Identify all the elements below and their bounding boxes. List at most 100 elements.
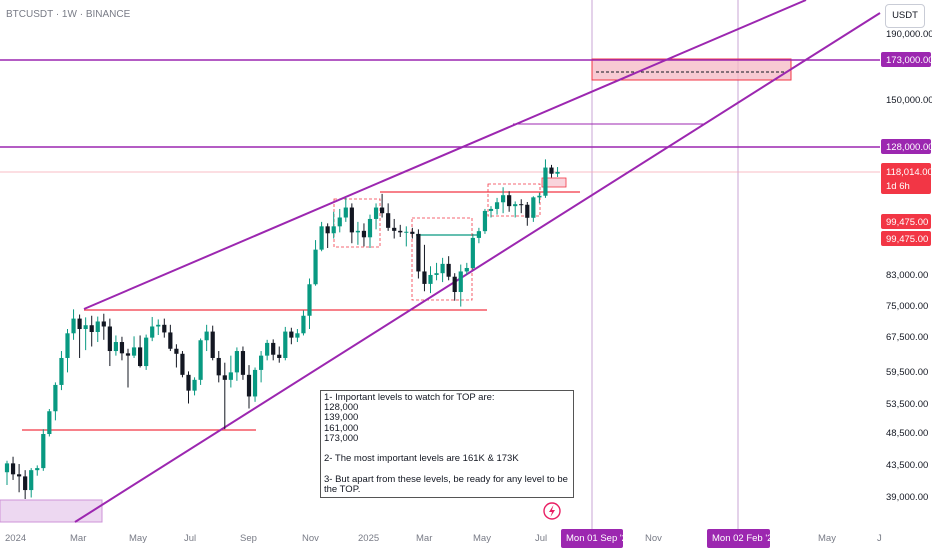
x-tick-label: May — [473, 533, 491, 544]
x-tick-label: Mar — [70, 533, 86, 544]
candle-body — [531, 197, 536, 218]
candle-body — [259, 355, 264, 370]
candle-body — [422, 271, 427, 284]
candle-body — [367, 218, 373, 238]
candle-body — [47, 411, 52, 435]
candle-body — [331, 226, 336, 234]
channel-lower-trendline — [74, 12, 881, 523]
candle-body — [513, 204, 518, 207]
badge-99475-a — [881, 214, 931, 229]
candle-body — [434, 273, 439, 275]
candles-layer — [4, 159, 560, 500]
y-tick-label: 53,500.00 — [886, 399, 928, 410]
badge-99475-a-label: 99,475.00 — [886, 217, 928, 228]
candle-body — [252, 369, 258, 397]
candle-body — [101, 321, 106, 327]
x-highlight-sep-label: Mon 01 Sep '25 — [566, 533, 632, 544]
x-axis: 2024 Mar May Jul Sep Nov 2025 Mar May Ju… — [5, 533, 882, 544]
candle-body — [198, 340, 203, 380]
candle-body — [361, 230, 367, 238]
candle-body — [404, 231, 409, 233]
candle-body — [470, 237, 475, 268]
candle-body — [446, 263, 451, 277]
candle-body — [29, 470, 34, 491]
x-tick-label: 2024 — [5, 533, 26, 544]
x-tick-label: Nov — [302, 533, 319, 544]
x-tick-label: May — [129, 533, 147, 544]
candle-body — [458, 271, 463, 293]
candle-body — [337, 217, 342, 227]
currency-button[interactable]: USDT — [885, 4, 925, 28]
candle-body — [228, 372, 233, 380]
candle-body — [59, 357, 64, 385]
candle-body — [494, 202, 500, 209]
candle-body — [41, 434, 46, 469]
candle-body — [537, 195, 542, 198]
y-tick-label: 190,000.00 — [886, 29, 932, 40]
candle-body — [386, 213, 391, 228]
x-highlight-feb-label: Mon 02 Feb '26 — [712, 533, 778, 544]
candle-body — [246, 374, 252, 397]
candle-body — [355, 230, 360, 233]
candle-body — [240, 351, 246, 375]
candle-body — [525, 204, 530, 218]
candle-body — [519, 204, 524, 206]
candle-body — [271, 342, 276, 355]
badge-countdown-label: 1d 6h — [886, 181, 910, 192]
candle-body — [265, 342, 270, 356]
x-tick-label: Sep — [240, 533, 257, 544]
candle-body — [53, 384, 58, 412]
candle-body — [501, 195, 506, 203]
badge-128000 — [881, 139, 931, 154]
candle-body — [125, 353, 131, 356]
candle-body — [416, 233, 421, 272]
candle-body — [410, 231, 415, 234]
analysis-note: 1- Important levels to watch for TOP are… — [320, 390, 574, 498]
candle-body — [77, 318, 82, 330]
y-tick-label: 59,500.00 — [886, 367, 928, 378]
candle-body — [289, 331, 294, 338]
candle-body — [180, 353, 185, 375]
candle-body — [65, 333, 70, 358]
y-tick-label: 83,000.00 — [886, 270, 928, 281]
candle-body — [192, 379, 197, 391]
y-tick-label: 43,500.00 — [886, 460, 928, 471]
candle-body — [319, 226, 324, 250]
candle-body — [283, 331, 288, 358]
x-highlight-feb — [707, 529, 770, 548]
base-zone — [0, 499, 103, 523]
candle-body — [476, 231, 481, 238]
candle-body — [4, 463, 10, 473]
candle-body — [216, 357, 221, 376]
candle-body — [83, 325, 88, 330]
candle-body — [162, 324, 167, 333]
candle-body — [71, 318, 76, 334]
candle-body — [204, 331, 209, 341]
candle-body — [452, 276, 457, 293]
lightning-icon[interactable] — [543, 502, 561, 520]
candle-body — [138, 347, 143, 367]
candle-body — [156, 324, 161, 327]
candle-body — [349, 207, 354, 233]
y-tick-label: 75,000.00 — [886, 301, 928, 312]
candle-body — [144, 337, 149, 367]
y-tick-label: 67,500.00 — [886, 332, 928, 343]
candle-body — [17, 474, 22, 477]
candle-body — [507, 195, 512, 207]
channel-upper-trendline — [83, 0, 807, 310]
badge-173000-label: 173,000.00 — [886, 55, 932, 66]
candle-body — [89, 325, 94, 333]
badge-173000 — [881, 52, 931, 67]
current-zone — [541, 177, 567, 188]
x-tick-label: 2025 — [358, 533, 379, 544]
candle-body — [131, 347, 137, 356]
badge-last-price-label: 118,014.00 — [886, 167, 932, 178]
candle-body — [210, 331, 215, 358]
candle-body — [234, 351, 239, 373]
consolidation-box-1 — [333, 198, 381, 248]
candle-body — [307, 284, 312, 316]
badge-last-price — [881, 163, 931, 194]
x-tick-label: Mar — [416, 533, 432, 544]
candle-body — [186, 374, 191, 391]
candle-body — [95, 321, 100, 333]
